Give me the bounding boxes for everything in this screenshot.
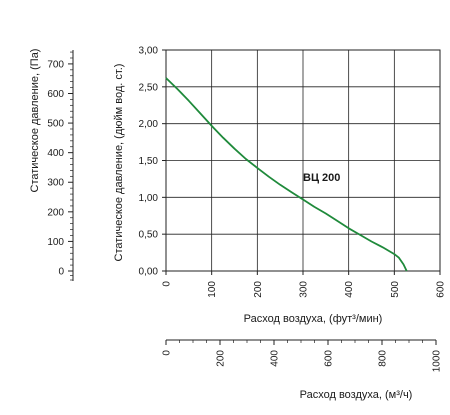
- series-label-vc200: ВЦ 200: [303, 172, 340, 184]
- x-axis-title: Расход воздуха, (фут³/мин): [244, 313, 383, 325]
- x-tick-label: 400: [344, 281, 355, 298]
- pa-tick-label: 500: [47, 119, 64, 130]
- primary-x-axis: 0 100 200 300 400 500 600 Расход воздуха, (фут³…: [162, 271, 447, 325]
- x-tick-label: 100: [207, 281, 218, 298]
- m3-tick-label: 0: [162, 350, 173, 356]
- y-tick-label: 2,50: [139, 82, 159, 93]
- m3-axis-title: Расход воздуха, (м³/ч): [300, 389, 413, 401]
- x-tick-label: 300: [299, 281, 310, 298]
- pa-tick-label: 700: [47, 59, 64, 70]
- pa-tick-label: 100: [47, 237, 64, 248]
- x-tick-label: 500: [390, 281, 401, 298]
- grid-lines: [166, 50, 440, 271]
- m3-tick-label: 400: [270, 350, 281, 367]
- y-tick-label: 0,50: [139, 230, 159, 241]
- pa-tick-label: 600: [47, 89, 64, 100]
- y-tick-label: 0,00: [139, 267, 159, 278]
- pa-tick-label: 200: [47, 207, 64, 218]
- pa-tick-label: 400: [47, 148, 64, 159]
- y-axis-title: Статическое давление, (дюйм вод. ст.): [113, 64, 125, 262]
- x-tick-label: 200: [253, 281, 264, 298]
- y-tick-label: 1,00: [139, 193, 159, 204]
- m3-tick-label: 1000: [432, 350, 443, 373]
- y-tick-label: 3,00: [139, 46, 159, 57]
- secondary-y-axis: 0 100 200 300 400 500 600 700 Статическое давлен…: [29, 49, 74, 281]
- series-line-vc200: [165, 77, 408, 272]
- y-tick-label: 1,50: [139, 156, 159, 167]
- pa-axis-title: Статическое давление, (Па): [29, 49, 41, 193]
- m3-tick-label: 200: [216, 350, 227, 367]
- series-lines: [165, 77, 408, 272]
- m3-tick-label: 800: [378, 350, 389, 367]
- annotations: ВЦ 200: [303, 172, 340, 184]
- y-tick-label: 2,00: [139, 119, 159, 130]
- primary-y-axis: 0,00 0,50 1,00 1,50 2,00 2,50 3,00 Статическое …: [113, 46, 166, 278]
- x-tick-label: 0: [162, 281, 173, 287]
- secondary-x-axis: 0 200 400 600 800 1000 Расход воздуха, (м³/ч): [162, 339, 443, 401]
- x-tick-label: 600: [436, 281, 447, 298]
- pa-tick-label: 300: [47, 178, 64, 189]
- pa-tick-label: 0: [58, 267, 64, 278]
- m3-tick-label: 600: [324, 350, 335, 367]
